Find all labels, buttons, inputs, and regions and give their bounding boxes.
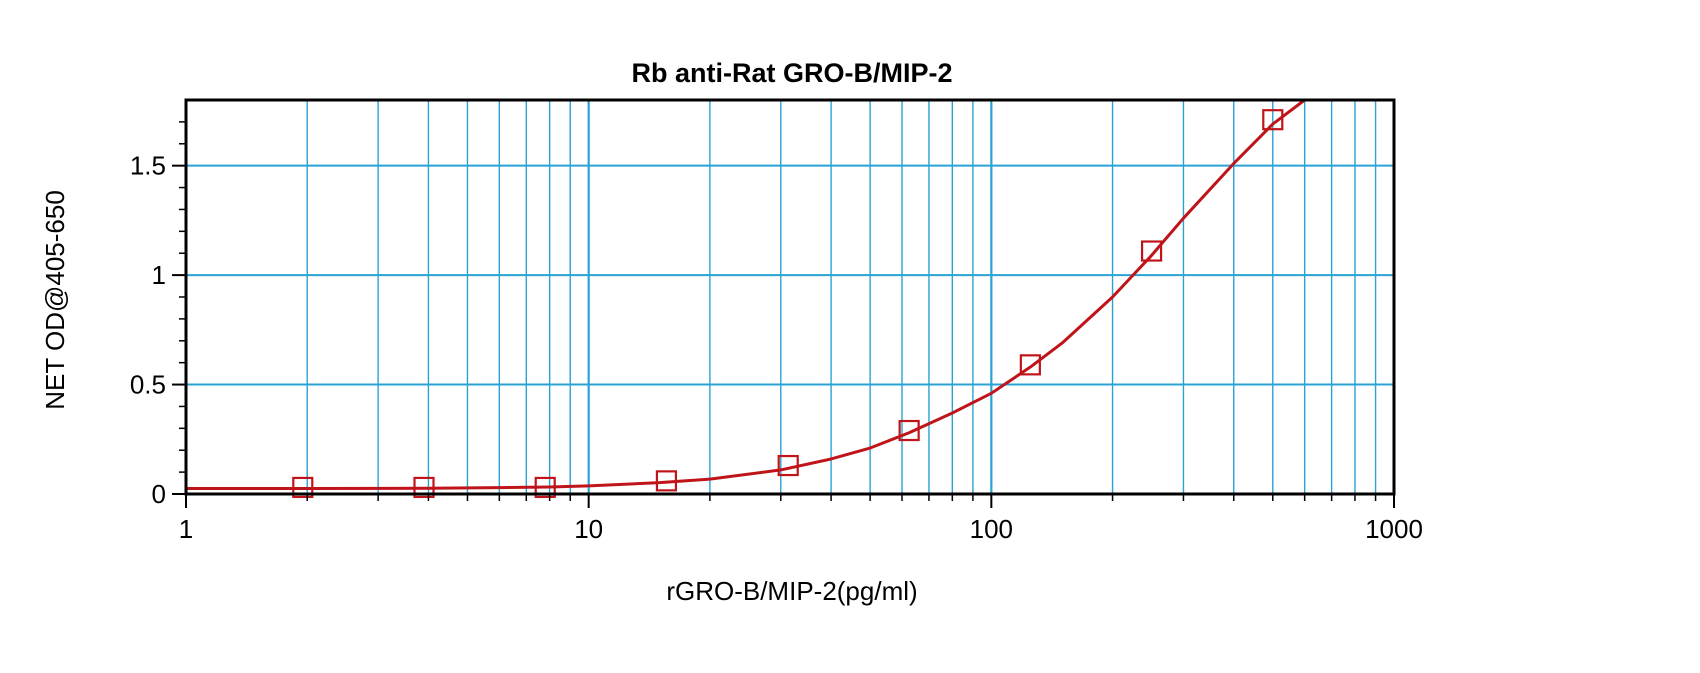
data-point-marker bbox=[655, 470, 678, 492]
data-point-marker bbox=[534, 476, 556, 499]
x-tick-label: 1000 bbox=[1365, 514, 1423, 544]
x-tick-label: 100 bbox=[970, 514, 1013, 544]
y-tick-label: 0 bbox=[152, 479, 166, 509]
fit-curve-line bbox=[186, 98, 1306, 491]
y-axis-label: NET OD@405-650 bbox=[40, 190, 70, 410]
data-point-marker bbox=[898, 419, 920, 442]
axis-ticks: 0 0.5 1 1.5 1 10 100 1000 bbox=[130, 121, 1423, 544]
fit-curve-group bbox=[186, 98, 1306, 491]
grid-lines bbox=[186, 100, 1394, 494]
chart-title: Rb anti-Rat GRO-B/MIP-2 bbox=[632, 58, 953, 88]
data-points-group bbox=[292, 109, 1284, 499]
y-tick-label: 1 bbox=[152, 260, 166, 290]
data-point-marker bbox=[1019, 354, 1041, 376]
data-point-marker bbox=[777, 454, 799, 477]
data-point-marker bbox=[292, 476, 314, 499]
y-tick-label: 0.5 bbox=[130, 370, 166, 400]
data-point-marker bbox=[413, 476, 435, 499]
data-point-marker bbox=[1140, 240, 1163, 262]
y-tick-label: 1.5 bbox=[130, 151, 166, 181]
x-tick-label: 1 bbox=[179, 514, 193, 544]
x-axis-label: rGRO-B/MIP-2(pg/ml) bbox=[666, 576, 917, 606]
data-point-marker bbox=[1262, 109, 1284, 131]
plot-area-frame bbox=[184, 98, 1396, 496]
x-tick-label: 10 bbox=[574, 514, 603, 544]
